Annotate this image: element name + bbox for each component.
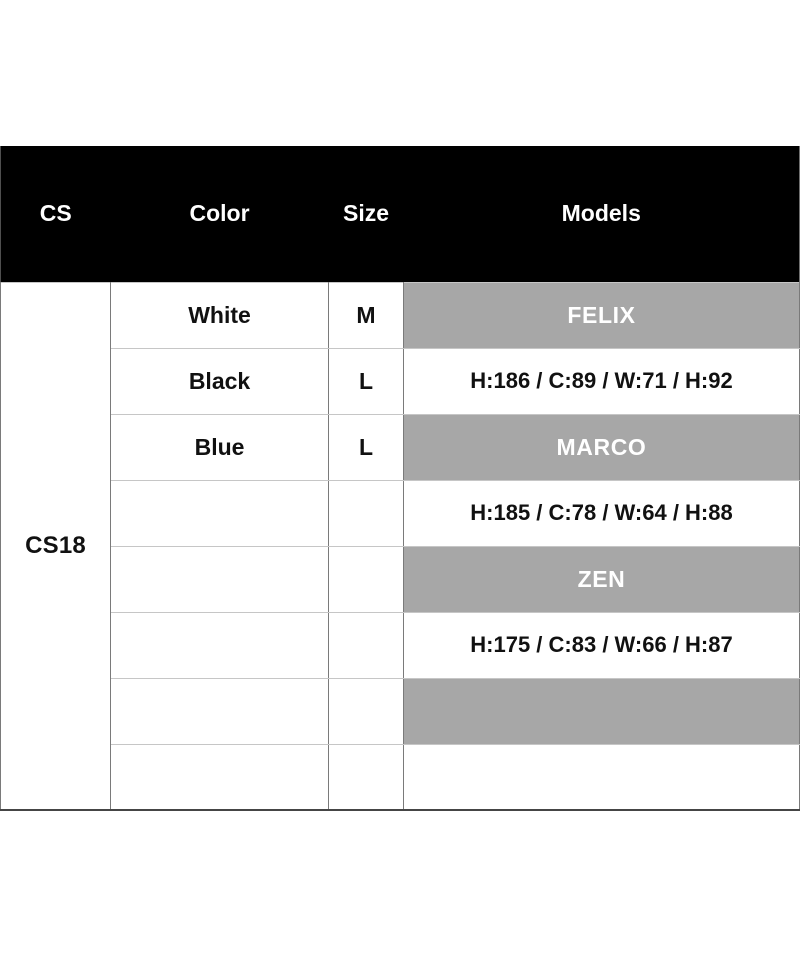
table-row: ZEN: [1, 545, 800, 613]
table-row: H:175 / C:83 / W:66 / H:87: [1, 611, 800, 679]
measurements-cell: H:186 / C:89 / W:71 / H:92: [403, 347, 800, 415]
color-cell: [110, 677, 329, 745]
table-row: Black L H:186 / C:89 / W:71 / H:92: [1, 347, 800, 415]
size-cell: L: [328, 413, 404, 481]
header-models: Models: [403, 146, 800, 282]
model-band-cell: FELIX: [403, 281, 800, 349]
color-cell: Black: [110, 347, 329, 415]
header-row: CS Color Size Models: [0, 146, 800, 282]
size-cell: [328, 479, 404, 547]
measurements-cell: H:175 / C:83 / W:66 / H:87: [403, 611, 800, 679]
table-row: CS18 White M FELIX: [0, 281, 800, 811]
table-row: [1, 743, 800, 811]
color-cell: White: [110, 281, 329, 349]
table-body: CS18 White M FELIX Black L H:186 / C:89 …: [0, 281, 800, 811]
cs-code-cell: CS18: [0, 281, 111, 811]
model-band-cell: ZEN: [403, 545, 800, 613]
table-header: CS Color Size Models: [0, 146, 800, 282]
model-band-cell: [403, 677, 800, 745]
table-row: [1, 677, 800, 745]
measurements-cell: H:185 / C:78 / W:64 / H:88: [403, 479, 800, 547]
color-cell: [110, 545, 329, 613]
size-cell: [328, 611, 404, 679]
size-chart-table: CS Color Size Models CS18 White M FELIX …: [0, 146, 800, 811]
color-cell: Blue: [110, 413, 329, 481]
size-cell: [328, 743, 404, 811]
header-cs: CS: [0, 146, 111, 282]
table-row: Blue L MARCO: [1, 413, 800, 481]
size-cell: [328, 677, 404, 745]
size-cell: M: [328, 281, 404, 349]
header-color: Color: [110, 146, 329, 282]
table-row: H:185 / C:78 / W:64 / H:88: [1, 479, 800, 547]
color-cell: [110, 479, 329, 547]
color-cell: [110, 743, 329, 811]
measurements-cell: [403, 743, 800, 811]
color-cell: [110, 611, 329, 679]
model-band-cell: MARCO: [403, 413, 800, 481]
size-cell: [328, 545, 404, 613]
header-size: Size: [328, 146, 404, 282]
size-cell: L: [328, 347, 404, 415]
